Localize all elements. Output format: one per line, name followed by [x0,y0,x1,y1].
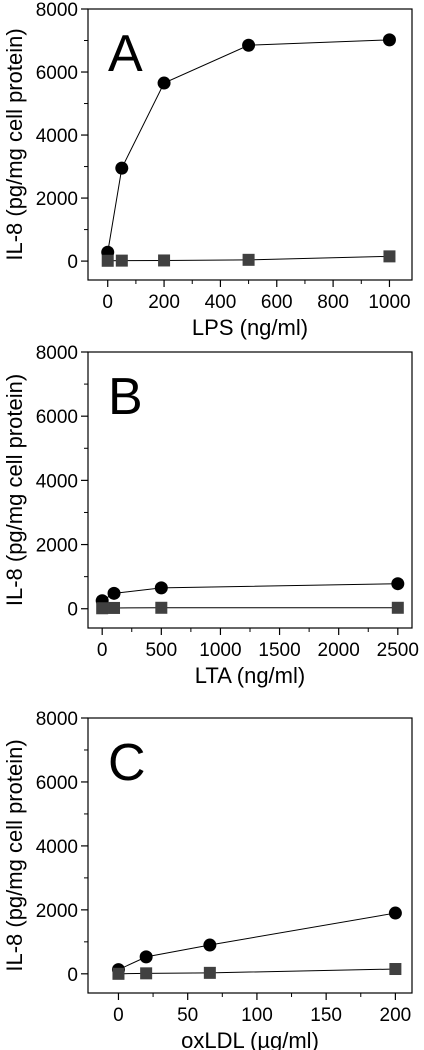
plot-frame [87,717,413,994]
y-tick-label: 2000 [36,189,78,210]
data-point-circle [388,906,402,920]
data-point-circle [107,586,121,600]
series-line [101,583,398,602]
y-tick-label: 8000 [36,0,78,21]
data-point-square [158,254,171,267]
y-tick-label: 0 [67,252,78,273]
y-axis-label: IL-8 (pg/mg cell protein) [2,739,27,971]
y-tick-label: 8000 [36,343,78,364]
x-tick-label: 2000 [318,640,360,661]
data-point-square [101,254,114,267]
x-tick-label: 1500 [258,640,300,661]
series-line [118,968,396,975]
x-tick-label: 1000 [368,292,410,313]
plot-frame [87,8,413,281]
data-point-circle [157,76,171,90]
data-point-circle [391,577,405,591]
data-point-circle [154,581,168,595]
panel-letter: C [108,734,146,792]
data-point-circle [203,938,217,952]
x-tick-label: 100 [241,1005,273,1026]
y-tick-label: 6000 [36,773,78,794]
data-point-circle [139,950,153,964]
x-tick-label: 0 [97,640,108,661]
panel-letter: B [108,368,143,426]
data-point-circle [115,161,129,175]
series-line [107,39,390,253]
y-tick-label: 2000 [36,536,78,557]
data-point-square [140,967,153,980]
data-point-square [108,601,121,614]
y-tick-label: 6000 [36,407,78,428]
data-point-square [112,967,125,980]
y-tick-label: 6000 [36,63,78,84]
x-axis-label: LPS (ng/ml) [192,315,308,340]
x-tick-label: 200 [380,1005,412,1026]
y-tick-label: 8000 [36,709,78,730]
x-tick-label: 2500 [377,640,419,661]
data-point-square [389,963,402,976]
y-tick-label: 0 [67,965,78,986]
panel-a: 0 200 400 600 800 1000 0 2000 4000 6000 8000 LPS (n… [2,0,413,340]
y-tick-label: 0 [67,600,78,621]
panel-b: 0 500 1000 1500 2000 2500 0 2000 4000 6000 8000 LTA… [2,343,419,688]
x-tick-label: 600 [261,292,293,313]
data-point-square [203,966,216,979]
y-axis-label: IL-8 (pg/mg cell protein) [2,28,27,260]
panel-letter: A [108,25,143,83]
data-point-circle [382,33,396,47]
x-tick-label: 0 [113,1005,124,1026]
data-point-square [383,250,396,263]
y-axis-label: IL-8 (pg/mg cell protein) [2,374,27,606]
x-tick-label: 800 [317,292,349,313]
x-tick-label: 400 [205,292,237,313]
x-tick-label: 500 [145,640,177,661]
x-tick-label: 1000 [199,640,241,661]
x-tick-label: 50 [177,1005,198,1026]
data-point-square [391,601,404,614]
x-tick-label: 0 [102,292,113,313]
y-tick-label: 4000 [36,126,78,147]
x-axis-label: LTA (ng/ml) [195,663,305,688]
y-tick-label: 4000 [36,471,78,492]
data-point-square [242,253,255,266]
data-point-circle [242,38,256,52]
x-tick-label: 150 [310,1005,342,1026]
series-line [118,912,396,971]
data-point-square [96,602,109,615]
x-tick-label: 200 [148,292,180,313]
x-axis-label: oxLDL (µg/ml) [181,1028,319,1050]
y-tick-label: 4000 [36,837,78,858]
data-point-square [155,601,168,614]
y-tick-label: 2000 [36,901,78,922]
data-point-square [115,254,128,267]
